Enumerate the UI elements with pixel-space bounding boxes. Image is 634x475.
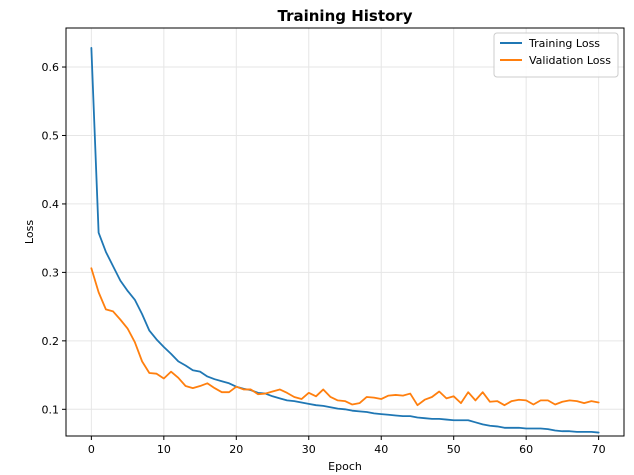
legend: Training Loss Validation Loss [493, 32, 619, 78]
y-tick-label: 0.3 [42, 266, 60, 279]
y-tick-label: 0.2 [42, 335, 60, 348]
y-tick-label: 0.5 [42, 129, 60, 142]
x-axis-label: Epoch [328, 460, 362, 473]
x-tick-label: 10 [157, 443, 171, 456]
x-tick-label: 70 [592, 443, 606, 456]
grid [66, 28, 624, 436]
plot-frame [65, 27, 625, 437]
legend-label-training-loss: Training Loss [528, 37, 600, 50]
training-loss-line [90, 46, 600, 434]
x-tick-label: 20 [229, 443, 243, 456]
legend-box [493, 32, 619, 78]
y-tick-label: 0.1 [42, 403, 60, 416]
x-tick-label: 0 [88, 443, 95, 456]
y-tick-label: 0.6 [42, 61, 60, 74]
validation-loss-line [90, 267, 600, 407]
x-tick-label: 50 [447, 443, 461, 456]
y-tick-label: 0.4 [42, 198, 60, 211]
legend-label-validation-loss: Validation Loss [529, 54, 611, 67]
x-tick-label: 40 [374, 443, 388, 456]
x-tick-label: 60 [519, 443, 533, 456]
y-axis-label: Loss [23, 220, 36, 244]
series-lines [90, 46, 600, 434]
axis-ticks: 0 10 20 30 40 50 60 70 0.1 0.2 0.3 0.4 0.5 0.6 [42, 61, 606, 456]
chart-title: Training History [278, 7, 413, 25]
x-tick-label: 30 [302, 443, 316, 456]
